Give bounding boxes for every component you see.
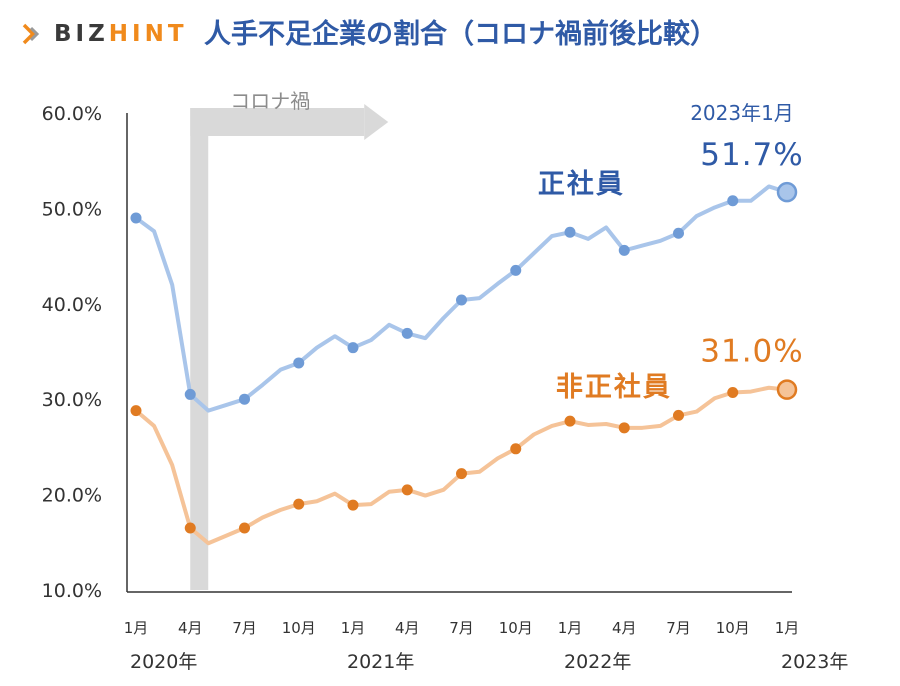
x-tick-label: 4月 bbox=[612, 619, 637, 637]
series-point bbox=[239, 522, 250, 534]
logo-text-biz: BIZ bbox=[54, 21, 109, 47]
series-point bbox=[130, 405, 142, 417]
series-point bbox=[347, 499, 359, 511]
series-point bbox=[239, 393, 250, 405]
logo-chevron-icon bbox=[22, 23, 40, 45]
x-tick-label: 10月 bbox=[499, 619, 533, 637]
series-point bbox=[401, 327, 413, 339]
series-point bbox=[401, 484, 413, 496]
latest-regular-value: 51.7% bbox=[700, 137, 803, 173]
year-label: 2020年 bbox=[130, 651, 197, 673]
bizhint-logo[interactable]: BIZHINT bbox=[20, 20, 188, 48]
series-point bbox=[727, 195, 739, 207]
series-point bbox=[673, 409, 684, 421]
series-label-nonregular: 非正社員 bbox=[556, 371, 672, 403]
chart-header: BIZHINT 人手不足企業の割合（コロナ禍前後比較） bbox=[0, 0, 900, 72]
series-point bbox=[293, 498, 305, 510]
x-tick-labels: 1月 4月 7月 10月 1月 4月 7月 10月 1月 4月 7月 10月 1月 2020年 2021年 2… bbox=[124, 619, 849, 673]
y-tick-label: 30.0% bbox=[42, 389, 102, 411]
series-point bbox=[618, 422, 630, 434]
latest-date-label: 2023年1月 bbox=[690, 101, 794, 125]
x-tick-label: 10月 bbox=[716, 619, 750, 637]
series-point bbox=[184, 388, 196, 400]
year-label: 2021年 bbox=[347, 651, 414, 673]
year-label: 2022年 bbox=[564, 651, 631, 673]
series-point bbox=[293, 357, 305, 369]
series-point bbox=[347, 342, 359, 354]
corona-band-bar bbox=[190, 108, 209, 590]
y-tick-labels: 60.0% 50.0% 40.0% 30.0% 20.0% 10.0% bbox=[42, 103, 102, 602]
x-tick-label: 1月 bbox=[341, 619, 366, 637]
series-point bbox=[618, 244, 630, 256]
series-endpoint bbox=[776, 379, 798, 400]
series-point bbox=[130, 212, 142, 224]
year-label: 2023年 bbox=[781, 651, 848, 673]
series-lines bbox=[134, 184, 789, 546]
y-tick-label: 10.0% bbox=[42, 580, 102, 602]
chart-axes bbox=[126, 113, 792, 593]
x-tick-label: 7月 bbox=[449, 619, 474, 637]
corona-arrow-shaft bbox=[190, 108, 365, 136]
x-tick-label: 7月 bbox=[666, 619, 691, 637]
x-tick-label: 10月 bbox=[282, 619, 316, 637]
series-point bbox=[456, 294, 467, 306]
corona-arrow-head bbox=[364, 104, 389, 140]
x-tick-label: 4月 bbox=[395, 619, 420, 637]
series-label-regular: 正社員 bbox=[538, 168, 625, 200]
latest-nonregular-value: 31.0% bbox=[700, 334, 803, 370]
x-tick-label: 1月 bbox=[558, 619, 583, 637]
logo-text-hint: HINT bbox=[108, 21, 188, 47]
y-tick-label: 20.0% bbox=[42, 485, 102, 507]
series-point bbox=[564, 415, 576, 427]
y-tick-label: 60.0% bbox=[42, 103, 102, 125]
series-line bbox=[134, 385, 789, 546]
series-endpoint bbox=[776, 181, 798, 203]
x-tick-label: 1月 bbox=[775, 619, 800, 637]
corona-label: コロナ禍 bbox=[230, 89, 310, 113]
corona-band: コロナ禍 bbox=[190, 89, 389, 590]
series-markers bbox=[130, 181, 798, 534]
y-tick-label: 40.0% bbox=[42, 294, 102, 316]
series-point bbox=[673, 227, 684, 239]
y-tick-label: 50.0% bbox=[42, 198, 102, 220]
series-point bbox=[510, 443, 522, 455]
x-tick-label: 4月 bbox=[178, 619, 203, 637]
series-point bbox=[564, 226, 576, 238]
chart-title: 人手不足企業の割合（コロナ禍前後比較） bbox=[204, 19, 717, 50]
x-tick-label: 7月 bbox=[232, 619, 257, 637]
logo-text: BIZHINT bbox=[54, 20, 188, 48]
series-point bbox=[456, 468, 467, 480]
series-point bbox=[184, 522, 196, 534]
x-tick-label: 1月 bbox=[124, 619, 149, 637]
series-point bbox=[510, 264, 522, 276]
series-point bbox=[727, 387, 739, 399]
